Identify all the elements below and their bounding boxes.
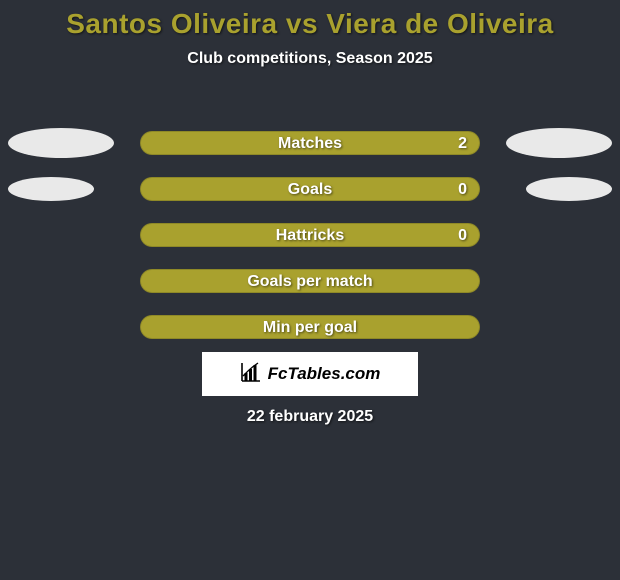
stat-label: Goals per match <box>141 270 479 292</box>
subtitle: Club competitions, Season 2025 <box>0 50 620 68</box>
stat-row: Goals0 <box>0 166 620 212</box>
stat-rows: Matches2Goals0Hattricks0Goals per matchM… <box>0 120 620 350</box>
stat-bar: Min per goal <box>140 315 480 339</box>
stat-label: Min per goal <box>141 316 479 338</box>
logo-box: FcTables.com <box>202 352 418 396</box>
stat-label: Matches <box>141 132 479 154</box>
logo-text: FcTables.com <box>268 364 381 384</box>
date-text: 22 february 2025 <box>0 408 620 426</box>
left-ellipse <box>8 128 114 158</box>
stat-bar: Goals0 <box>140 177 480 201</box>
stat-label: Hattricks <box>141 224 479 246</box>
stat-bar: Matches2 <box>140 131 480 155</box>
barchart-icon <box>240 361 262 388</box>
right-ellipse <box>506 128 612 158</box>
stat-value: 0 <box>458 224 467 246</box>
stat-row: Matches2 <box>0 120 620 166</box>
stat-value: 2 <box>458 132 467 154</box>
stat-bar: Goals per match <box>140 269 480 293</box>
stat-row: Goals per match <box>0 258 620 304</box>
infographic-canvas: Santos Oliveira vs Viera de Oliveira Clu… <box>0 0 620 580</box>
logo-text-fc: Fc <box>268 364 288 383</box>
stat-value: 0 <box>458 178 467 200</box>
stat-row: Hattricks0 <box>0 212 620 258</box>
right-ellipse <box>526 177 612 201</box>
stat-label: Goals <box>141 178 479 200</box>
page-title: Santos Oliveira vs Viera de Oliveira <box>0 0 620 40</box>
logo-text-rest: Tables.com <box>287 364 380 383</box>
stat-bar: Hattricks0 <box>140 223 480 247</box>
left-ellipse <box>8 177 94 201</box>
stat-row: Min per goal <box>0 304 620 350</box>
